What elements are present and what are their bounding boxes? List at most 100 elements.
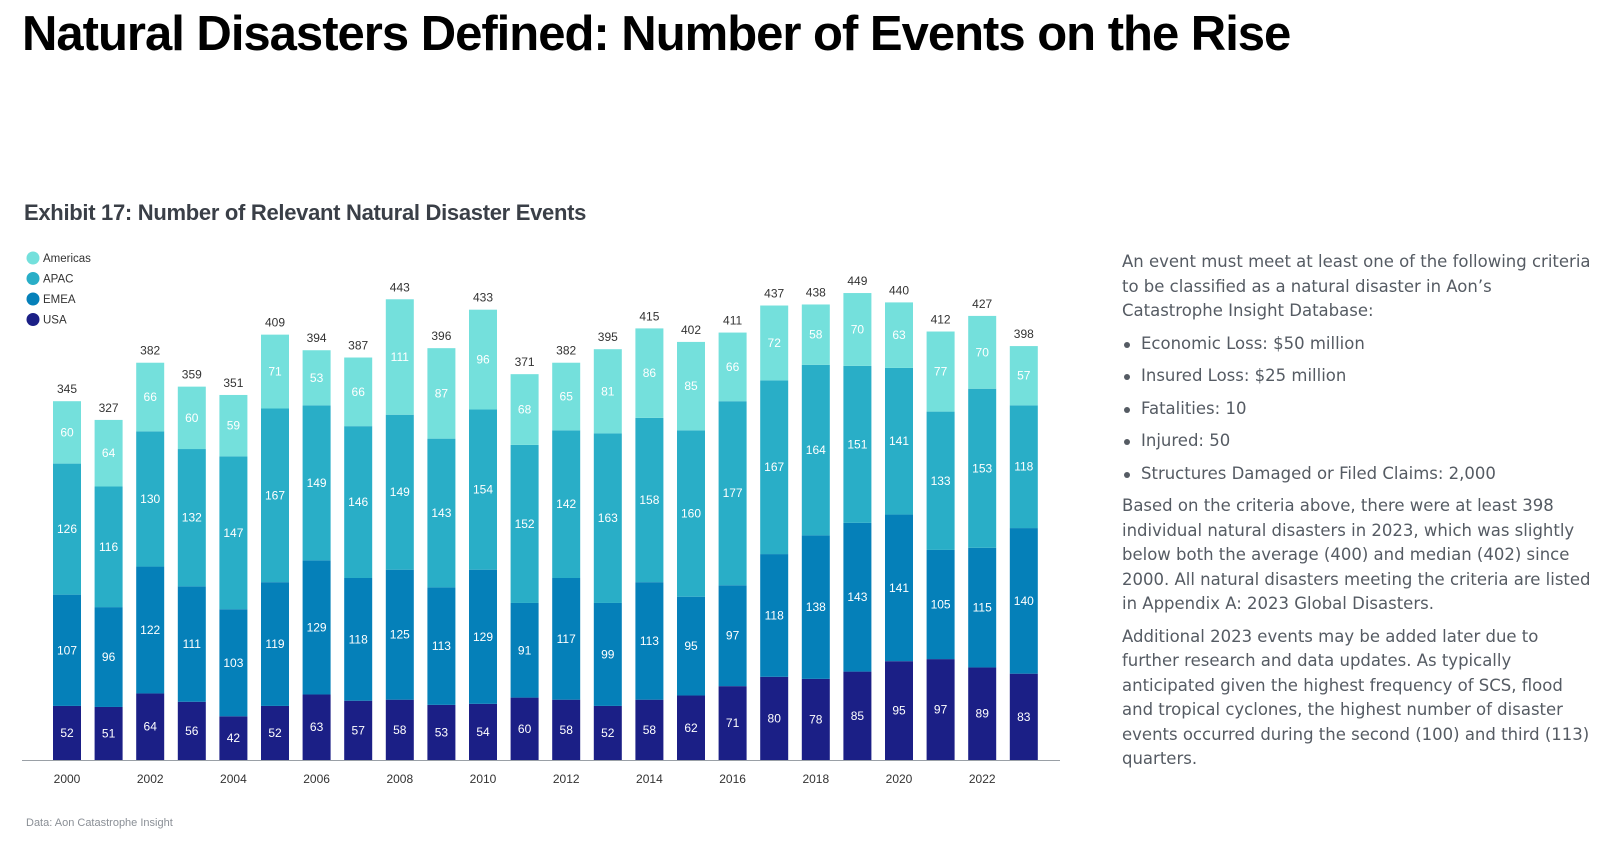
total-label: 345 <box>57 382 77 396</box>
total-label: 412 <box>931 313 951 327</box>
total-label: 382 <box>556 344 576 358</box>
total-label: 443 <box>390 280 410 294</box>
data-label: 52 <box>601 726 615 740</box>
data-label: 87 <box>435 386 449 400</box>
data-label: 70 <box>976 345 990 359</box>
data-label: 60 <box>518 722 532 736</box>
data-label: 66 <box>144 390 158 404</box>
bar-segment-americas <box>261 334 289 409</box>
bar-segment-emea <box>94 607 123 707</box>
data-label: 63 <box>892 328 906 342</box>
criteria-intro: An event must meet at least one of the f… <box>1122 252 1591 320</box>
bar-segment-usa <box>635 699 664 760</box>
bar-segment-usa <box>926 659 955 760</box>
data-label: 64 <box>102 446 116 460</box>
bar-segment-apac <box>843 365 872 523</box>
page-title: Natural Disasters Defined: Number of Eve… <box>22 7 1291 61</box>
data-label: 103 <box>223 656 243 670</box>
bar-segment-apac <box>302 405 331 561</box>
data-label: 147 <box>223 526 243 540</box>
data-label: 78 <box>809 712 823 726</box>
summary-paragraph: Based on the criteria above, there were … <box>1122 496 1591 613</box>
criteria-item: Insured Loss: $25 million <box>1122 364 1592 389</box>
data-label: 70 <box>851 322 865 336</box>
bar-segment-americas <box>469 309 497 410</box>
bar-segment-usa <box>677 695 705 760</box>
data-label: 57 <box>1017 369 1031 383</box>
bar-segment-americas <box>385 299 414 415</box>
bar-segment-apac <box>760 380 789 555</box>
bar-segment-emea <box>53 594 81 706</box>
x-tick-label: 2000 <box>54 772 81 786</box>
x-tick-label: 2010 <box>470 772 497 786</box>
data-label: 53 <box>435 725 449 739</box>
bar-segment-apac <box>344 426 373 578</box>
bar-segment-usa <box>801 678 830 760</box>
data-label: 115 <box>973 601 992 615</box>
bar-segment-apac <box>427 438 456 588</box>
bar-segment-americas <box>94 419 123 487</box>
bar-segment-americas <box>926 331 955 412</box>
bar-segment-usa <box>885 661 913 760</box>
bar-segment-usa <box>718 686 747 760</box>
total-label: 449 <box>847 274 867 288</box>
data-label: 95 <box>892 704 906 718</box>
legend-swatch <box>26 251 40 265</box>
x-tick-label: 2014 <box>636 772 663 786</box>
chart-title: Exhibit 17: Number of Relevant Natural D… <box>24 200 587 225</box>
bar-segment-apac <box>801 364 830 536</box>
total-label: 359 <box>182 368 202 382</box>
data-label: 152 <box>515 517 535 531</box>
data-label: 167 <box>764 460 784 474</box>
data-label: 99 <box>601 647 615 661</box>
data-label: 89 <box>976 707 990 721</box>
data-label: 167 <box>265 488 285 502</box>
criteria-item: Injured: 50 <box>1122 429 1592 454</box>
bar-segment-americas <box>53 401 81 464</box>
bar-segment-apac <box>469 409 497 570</box>
bar-segment-emea <box>801 535 830 679</box>
bar-segment-usa <box>261 705 289 760</box>
bar-segment-apac <box>552 430 581 578</box>
data-label: 143 <box>847 590 867 604</box>
data-label: 138 <box>806 600 826 614</box>
bar-segment-americas <box>885 302 913 368</box>
total-label: 387 <box>348 339 368 353</box>
x-tick-label: 2018 <box>802 772 829 786</box>
data-label: 107 <box>57 643 77 657</box>
data-label: 141 <box>889 434 909 448</box>
bar-segment-apac <box>1009 405 1038 529</box>
total-label: 415 <box>639 309 659 323</box>
data-label: 153 <box>972 461 992 475</box>
data-label: 77 <box>934 365 948 379</box>
data-label: 52 <box>60 726 74 740</box>
bar-segment-americas <box>510 374 539 445</box>
bar-segment-usa <box>1009 673 1038 760</box>
bar-segment-americas <box>302 350 331 406</box>
total-label: 409 <box>265 316 285 330</box>
bar-segment-usa <box>94 706 123 760</box>
data-label: 117 <box>557 632 576 646</box>
bar-segment-emea <box>261 582 289 706</box>
bar-segment-emea <box>677 596 705 696</box>
criteria-item: Economic Loss: $50 million <box>1122 332 1592 357</box>
data-label: 158 <box>639 493 659 507</box>
bar-segment-apac <box>385 414 414 570</box>
data-label: 66 <box>726 360 740 374</box>
total-label: 398 <box>1014 327 1034 341</box>
x-tick-label: 2004 <box>220 772 247 786</box>
data-label: 97 <box>934 703 948 717</box>
data-label: 146 <box>348 495 368 509</box>
data-label: 122 <box>140 623 160 637</box>
bar-segment-apac <box>677 430 705 597</box>
bar-segment-apac <box>968 388 997 548</box>
data-label: 140 <box>1014 594 1034 608</box>
data-label: 59 <box>227 419 241 433</box>
total-label: 351 <box>223 376 243 390</box>
total-label: 396 <box>431 329 451 343</box>
data-label: 154 <box>473 483 493 497</box>
bar-segment-usa <box>968 667 997 760</box>
data-label: 60 <box>185 411 199 425</box>
total-label: 438 <box>806 285 826 299</box>
data-label: 51 <box>102 726 116 740</box>
